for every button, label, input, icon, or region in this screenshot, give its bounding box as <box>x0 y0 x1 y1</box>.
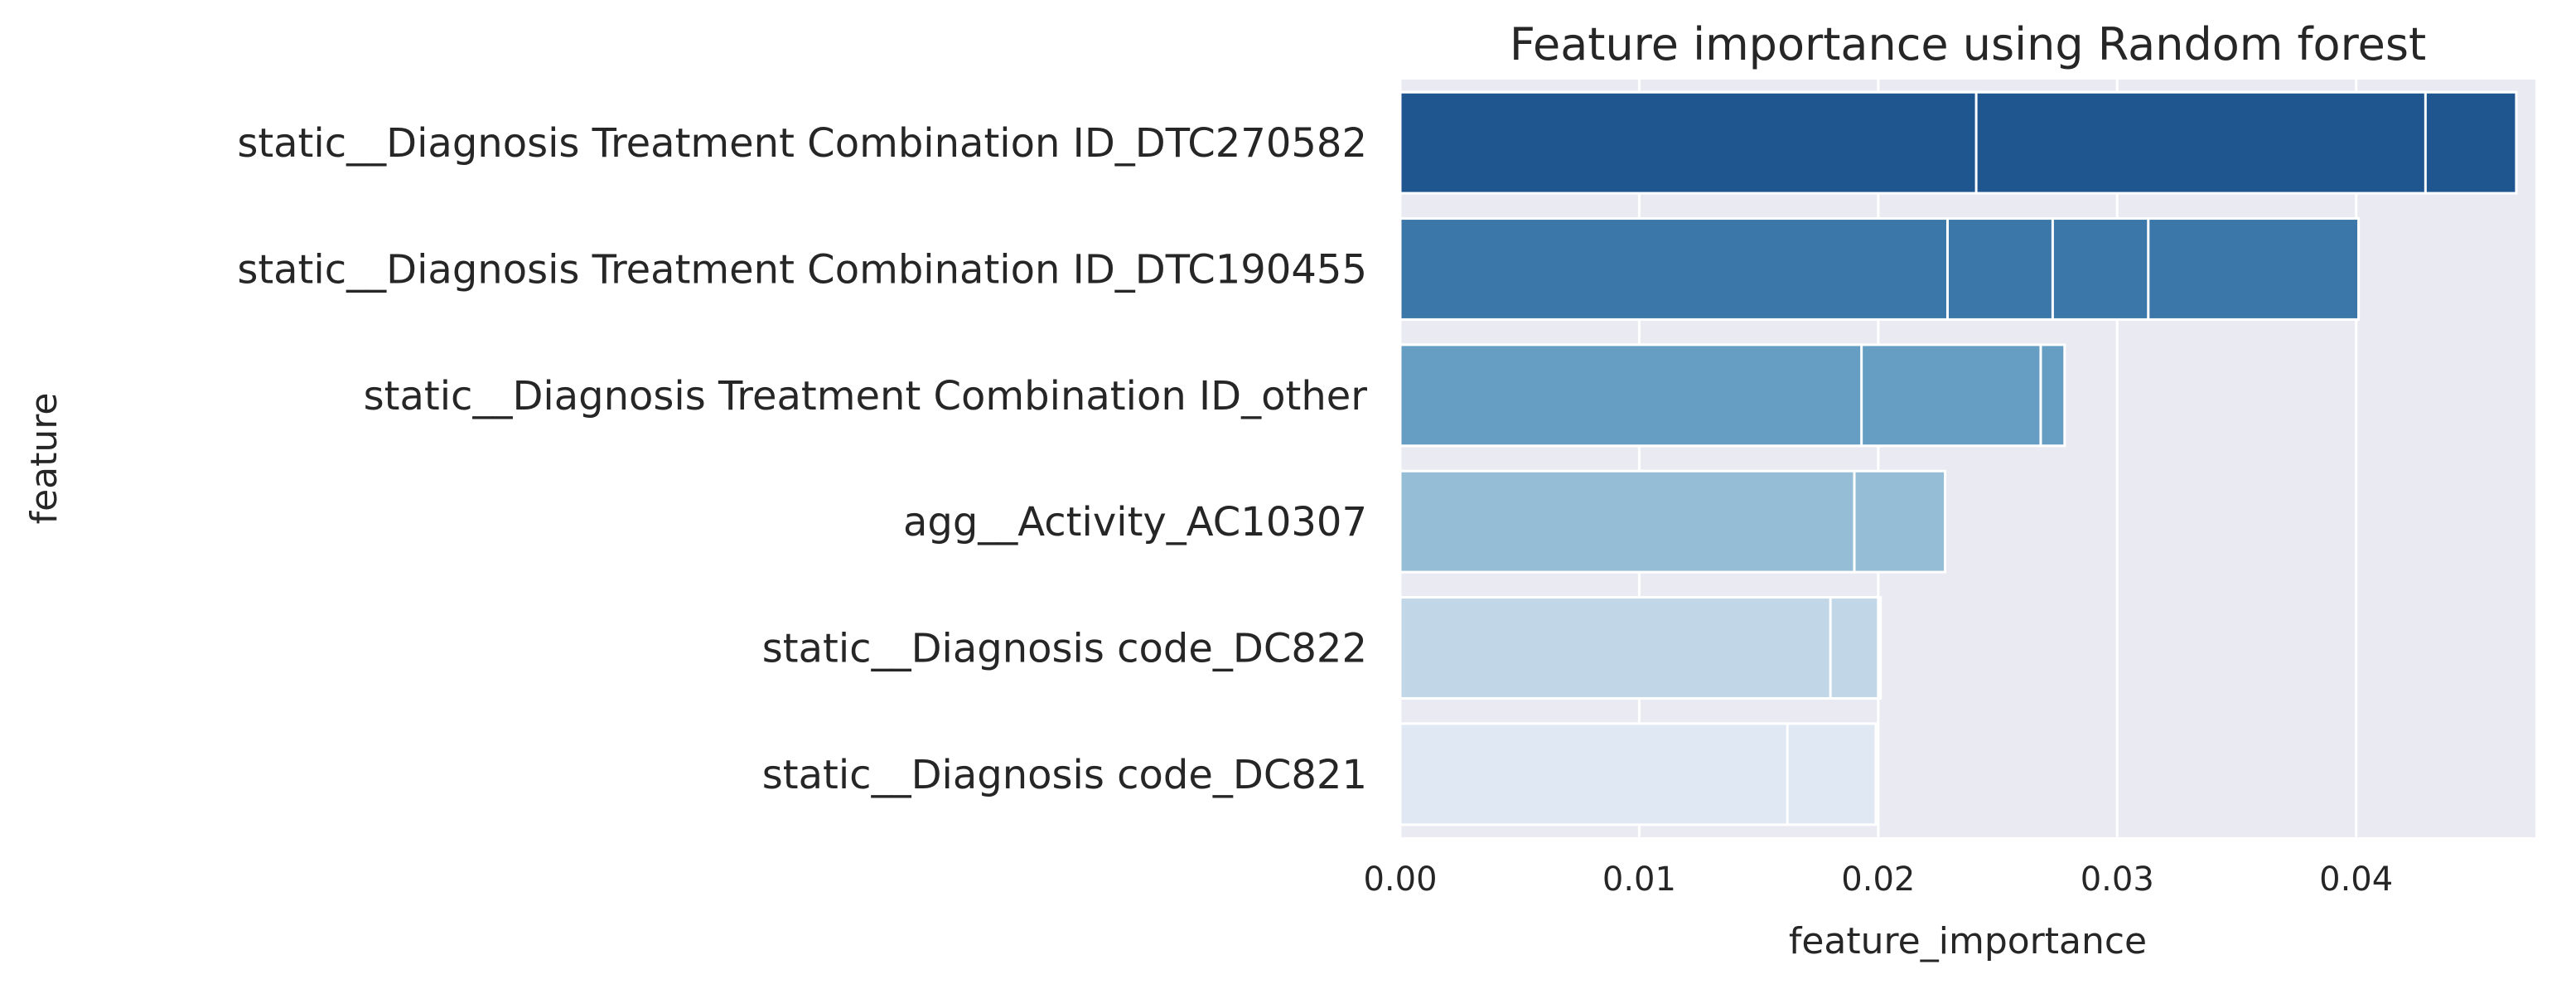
y-category-label-4: static__Diagnosis code_DC822 <box>762 626 1367 672</box>
y-category-label-5: static__Diagnosis code_DC821 <box>762 752 1367 798</box>
x-tick-label-0: 0.00 <box>1363 860 1437 899</box>
bar-0-2 <box>1399 90 1978 195</box>
bar-2-2 <box>1399 343 1863 448</box>
x-tick-label-2: 0.02 <box>1841 860 1915 899</box>
y-category-label-2: static__Diagnosis Treatment Combination … <box>364 373 1368 419</box>
x-axis-ticks: 0.00 0.01 0.02 0.03 0.04 <box>1363 860 2393 899</box>
bars <box>1399 90 2518 826</box>
x-tick-label-4: 0.04 <box>2319 860 2393 899</box>
bar-5-1 <box>1399 722 1789 826</box>
y-category-label-1: static__Diagnosis Treatment Combination … <box>237 247 1367 293</box>
x-tick-label-1: 0.01 <box>1602 860 1676 899</box>
bar-3-1 <box>1399 469 1856 574</box>
x-tick-label-3: 0.03 <box>2081 860 2154 899</box>
y-axis-title: feature <box>23 393 65 525</box>
y-axis-categories: static__Diagnosis Treatment Combination … <box>237 120 1367 798</box>
plot-background <box>1400 80 2535 837</box>
x-axis-title: feature_importance <box>1789 920 2147 962</box>
y-category-label-3: agg__Activity_AC10307 <box>903 499 1367 545</box>
gridlines <box>1399 80 2358 837</box>
bar-4-2 <box>1399 596 1832 700</box>
y-category-label-0: static__Diagnosis Treatment Combination … <box>237 120 1367 167</box>
chart-title: Feature importance using Random forest <box>1510 18 2426 70</box>
bar-1-3 <box>1399 217 1949 321</box>
